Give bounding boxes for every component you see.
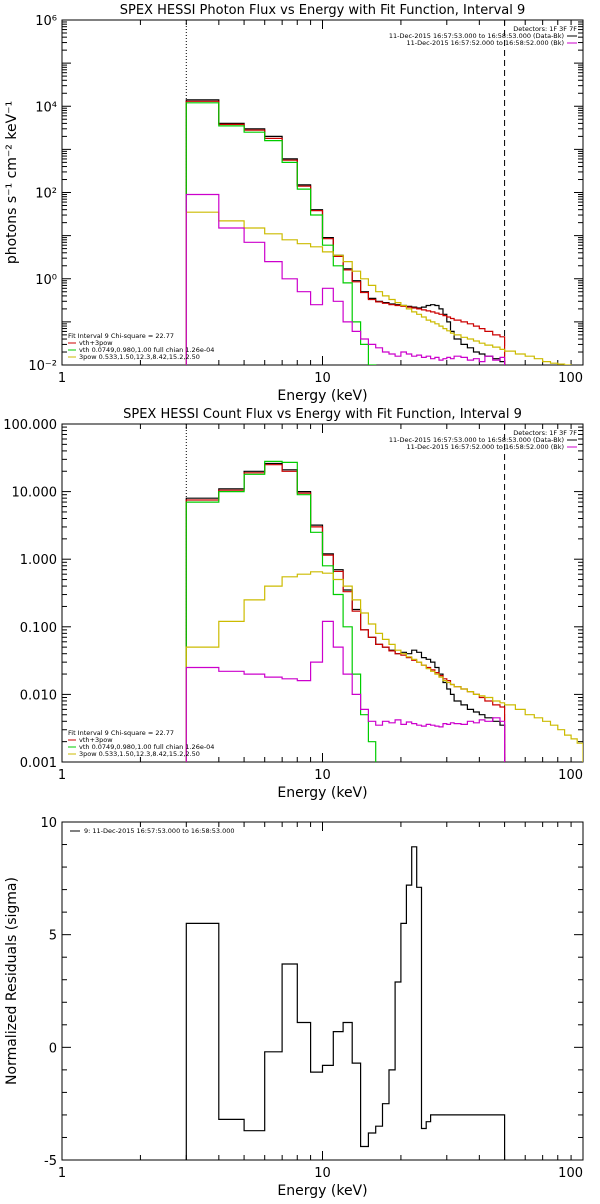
- y-tick-label: 1.000: [20, 553, 57, 568]
- y-tick-label: 10: [40, 816, 57, 831]
- x-tick-label: 1: [58, 371, 66, 386]
- x-tick-label: 100: [558, 371, 583, 386]
- x-tick-label: 1: [58, 1166, 66, 1181]
- x-tick-label: 1: [58, 768, 66, 783]
- legend-entry-text: 11-Dec-2015 16:57:53.000 to 16:58:53.000…: [389, 436, 564, 444]
- data-series-line-2: [185, 100, 506, 365]
- y-tick-label: 10⁶: [35, 14, 57, 29]
- x-tick-label: 10: [314, 1166, 331, 1181]
- chart-panel-1: [61, 19, 584, 366]
- y-tick-label: 0.010: [20, 688, 57, 703]
- legend-entry-text: 11-Dec-2015 16:57:52.000 to 16:58:52.000…: [407, 39, 565, 47]
- legend-detectors-text: Detectors: 1F 3F 7F: [513, 429, 577, 437]
- y-tick-label: 0.001: [20, 756, 57, 771]
- y-tick-label: 10⁴: [35, 100, 57, 115]
- chart-panel-3: [61, 821, 584, 1161]
- data-series-line-5: [185, 193, 506, 365]
- series-group: [185, 99, 572, 365]
- legend-detectors-text: Detectors: 1F 3F 7F: [513, 25, 577, 33]
- fit-legend-entry: 3pow 0.533,1.50,12.3,8.42,15.2,2.50: [79, 750, 200, 758]
- y-tick-label: -5: [44, 1154, 57, 1169]
- x-axis-label: Energy (keV): [277, 388, 367, 404]
- fit-legend-header: Fit Interval 9 Chi-square = 22.77: [68, 332, 174, 340]
- series-group: [185, 846, 506, 1160]
- plot-frame: [61, 821, 584, 1161]
- chart-title: SPEX HESSI Photon Flux vs Energy with Fi…: [120, 3, 526, 18]
- series-group: [185, 460, 583, 762]
- y-axis-label: Normalized Residuals (sigma): [4, 877, 20, 1085]
- chart-panel-2: [61, 423, 584, 763]
- x-tick-label: 100: [558, 768, 583, 783]
- x-axis-label: Energy (keV): [277, 785, 367, 801]
- fit-legend-entry: 3pow 0.533,1.50,12.3,8.42,15.2,2.50: [79, 353, 200, 361]
- data-series-line-1: [185, 846, 506, 1160]
- data-series-line-3: [185, 460, 377, 762]
- legend-entry-text: 9: 11-Dec-2015 16:57:53.000 to 16:58:53.…: [84, 827, 235, 835]
- fit-legend-entry: vth 0.0749,0.980,1.00 full chian 1.26e-0…: [79, 743, 214, 751]
- y-tick-label: 10⁻²: [28, 359, 57, 374]
- y-tick-label: 5: [49, 929, 57, 944]
- fit-legend-header: Fit Interval 9 Chi-square = 22.77: [68, 729, 174, 737]
- fit-legend-entry: vth 0.0749,0.980,1.00 full chian 1.26e-0…: [79, 346, 214, 354]
- x-tick-label: 10: [314, 768, 331, 783]
- y-tick-label: 0.100: [20, 621, 57, 636]
- chart-title: SPEX HESSI Count Flux vs Energy with Fit…: [123, 407, 522, 422]
- data-series-line-4: [185, 211, 572, 365]
- data-series-line-1: [185, 462, 506, 762]
- legend-entry-text: 11-Dec-2015 16:57:52.000 to 16:58:52.000…: [407, 443, 565, 451]
- data-series-line-1: [185, 99, 506, 365]
- x-tick-label: 10: [314, 371, 331, 386]
- fit-legend-entry: vth+3pow: [79, 339, 113, 347]
- data-series-line-3: [185, 102, 377, 365]
- data-series-line-5: [185, 620, 506, 762]
- y-axis-label: photons s⁻¹ cm⁻² keV⁻¹: [4, 101, 20, 264]
- data-series-line-4: [185, 571, 583, 762]
- y-tick-label: 100.000: [3, 418, 57, 433]
- data-series-line-2: [185, 464, 506, 762]
- x-tick-label: 100: [558, 1166, 583, 1181]
- x-axis-label: Energy (keV): [277, 1183, 367, 1199]
- y-tick-label: 10.000: [12, 486, 58, 501]
- fit-legend-entry: vth+3pow: [79, 736, 113, 744]
- y-tick-label: 0: [49, 1041, 57, 1056]
- y-tick-label: 10²: [35, 187, 57, 202]
- legend-entry-text: 11-Dec-2015 16:57:53.000 to 16:58:53.000…: [389, 32, 564, 40]
- y-tick-label: 10⁰: [35, 273, 57, 288]
